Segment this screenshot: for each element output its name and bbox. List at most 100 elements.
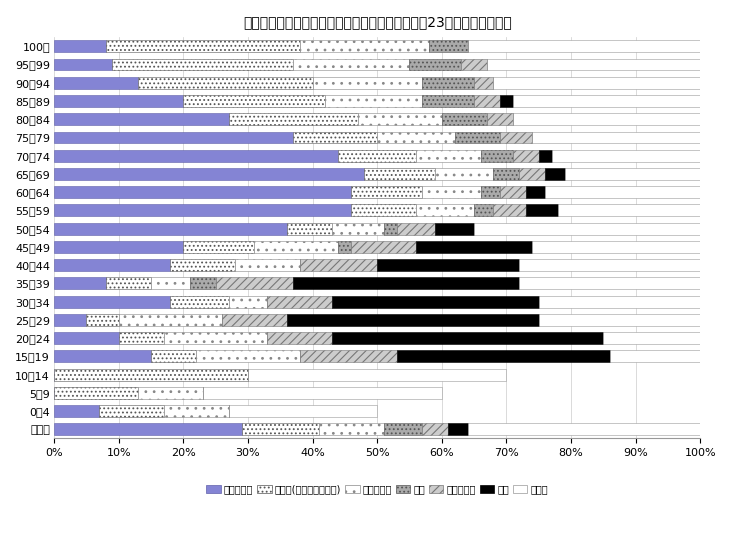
Bar [54, 168, 364, 180]
Bar [436, 168, 493, 180]
Bar [106, 40, 300, 52]
Bar [54, 77, 138, 88]
Bar [113, 58, 293, 71]
Bar [564, 168, 700, 180]
Bar [216, 277, 293, 289]
Bar [287, 223, 332, 235]
Bar [300, 259, 377, 271]
Bar [222, 314, 287, 326]
Bar [170, 296, 229, 307]
Bar [526, 186, 545, 198]
Bar [54, 113, 229, 125]
Bar [474, 95, 500, 107]
Bar [300, 40, 429, 52]
Bar [423, 423, 448, 435]
Bar [384, 223, 396, 235]
Bar [54, 132, 293, 143]
Bar [487, 58, 700, 71]
Bar [332, 332, 603, 344]
Title: 性・年齢階級別にみた主な死因の構成割合（平成23年　熊本県・男）: 性・年齢階級別にみた主な死因の構成割合（平成23年 熊本県・男） [243, 15, 512, 29]
Bar [164, 405, 229, 417]
Bar [54, 40, 106, 52]
Bar [480, 150, 513, 162]
Bar [300, 350, 396, 363]
Bar [513, 95, 700, 107]
Bar [138, 77, 313, 88]
Bar [293, 58, 409, 71]
Bar [332, 223, 384, 235]
Bar [229, 296, 268, 307]
Bar [423, 77, 474, 88]
Bar [54, 241, 183, 253]
Bar [474, 205, 493, 216]
Bar [54, 223, 287, 235]
Bar [338, 150, 416, 162]
Bar [442, 113, 487, 125]
Bar [202, 387, 442, 399]
Bar [519, 259, 700, 271]
Bar [54, 405, 99, 417]
Bar [493, 77, 700, 88]
Bar [287, 314, 539, 326]
Bar [416, 205, 474, 216]
Bar [229, 405, 377, 417]
Bar [229, 113, 357, 125]
Bar [54, 259, 170, 271]
Bar [468, 40, 700, 52]
Bar [513, 150, 539, 162]
Bar [151, 350, 197, 363]
Bar [235, 259, 300, 271]
Bar [313, 77, 423, 88]
Bar [54, 205, 352, 216]
Bar [603, 332, 700, 344]
Bar [54, 387, 138, 399]
Bar [364, 168, 436, 180]
Bar [377, 259, 519, 271]
Bar [558, 205, 700, 216]
Bar [409, 58, 461, 71]
Bar [436, 223, 474, 235]
Bar [197, 350, 300, 363]
Bar [268, 332, 332, 344]
Bar [545, 186, 700, 198]
Bar [500, 95, 513, 107]
Bar [474, 223, 700, 235]
Bar [241, 423, 319, 435]
Bar [54, 350, 151, 363]
Bar [519, 277, 700, 289]
Bar [429, 40, 468, 52]
Bar [539, 314, 700, 326]
Bar [468, 423, 700, 435]
Bar [352, 241, 416, 253]
Bar [54, 296, 170, 307]
Bar [384, 423, 423, 435]
Legend: 悪性新生物, 心疾患(高血圧性を除く), 脳血管疾患, 肺炎, 不慮の事故, 自殺, その他: 悪性新生物, 心疾患(高血圧性を除く), 脳血管疾患, 肺炎, 不慮の事故, 自… [202, 480, 552, 498]
Bar [54, 314, 86, 326]
Bar [86, 314, 118, 326]
Bar [610, 350, 700, 363]
Bar [377, 132, 455, 143]
Bar [106, 277, 151, 289]
Bar [519, 168, 545, 180]
Bar [170, 259, 235, 271]
Bar [190, 277, 216, 289]
Bar [352, 205, 416, 216]
Bar [151, 277, 190, 289]
Bar [552, 150, 700, 162]
Bar [396, 350, 610, 363]
Bar [461, 58, 487, 71]
Bar [254, 241, 338, 253]
Bar [545, 168, 564, 180]
Bar [357, 113, 442, 125]
Bar [448, 423, 468, 435]
Bar [293, 132, 377, 143]
Bar [455, 132, 500, 143]
Bar [138, 387, 202, 399]
Bar [487, 113, 513, 125]
Bar [493, 168, 519, 180]
Bar [319, 423, 384, 435]
Bar [526, 205, 558, 216]
Bar [54, 150, 338, 162]
Bar [54, 277, 106, 289]
Bar [54, 423, 241, 435]
